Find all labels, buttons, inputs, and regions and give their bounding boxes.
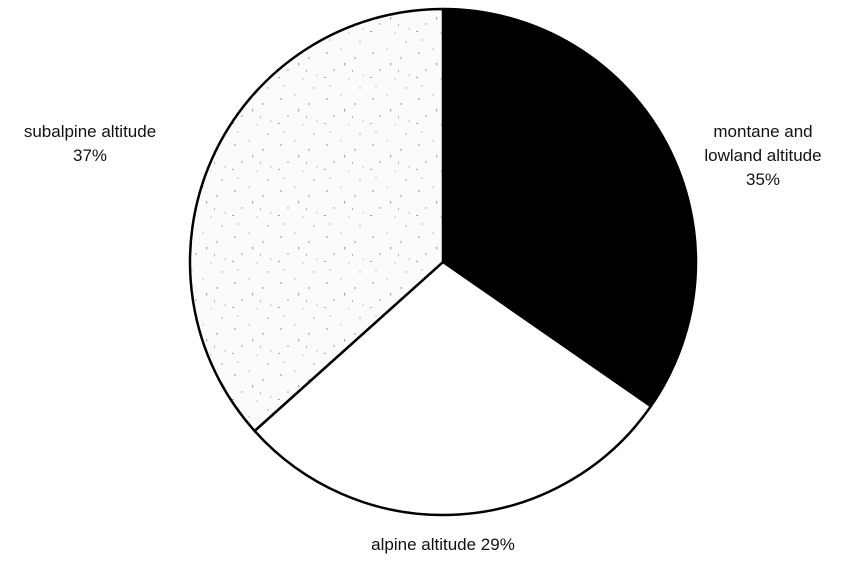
pie-labels: montane and lowland altitude 35% alpine alt… bbox=[24, 122, 822, 554]
pie-slices bbox=[188, 7, 698, 517]
slice-label-3: subalpine altitude 37% bbox=[24, 122, 156, 165]
slice-label-line: 35% bbox=[746, 170, 780, 189]
pie-slice-2 bbox=[253, 260, 653, 517]
pie-slice-3 bbox=[188, 7, 445, 433]
slice-label-2: alpine altitude 29% bbox=[371, 535, 515, 554]
slice-label-line: 37% bbox=[73, 146, 107, 165]
slice-label-1: montane and lowland altitude 35% bbox=[704, 122, 821, 189]
slice-label-line: lowland altitude bbox=[704, 146, 821, 165]
slice-label-line: alpine altitude 29% bbox=[371, 535, 515, 554]
slice-label-line: subalpine altitude bbox=[24, 122, 156, 141]
slice-label-line: montane and bbox=[713, 122, 812, 141]
pie-slice-1 bbox=[441, 7, 698, 408]
